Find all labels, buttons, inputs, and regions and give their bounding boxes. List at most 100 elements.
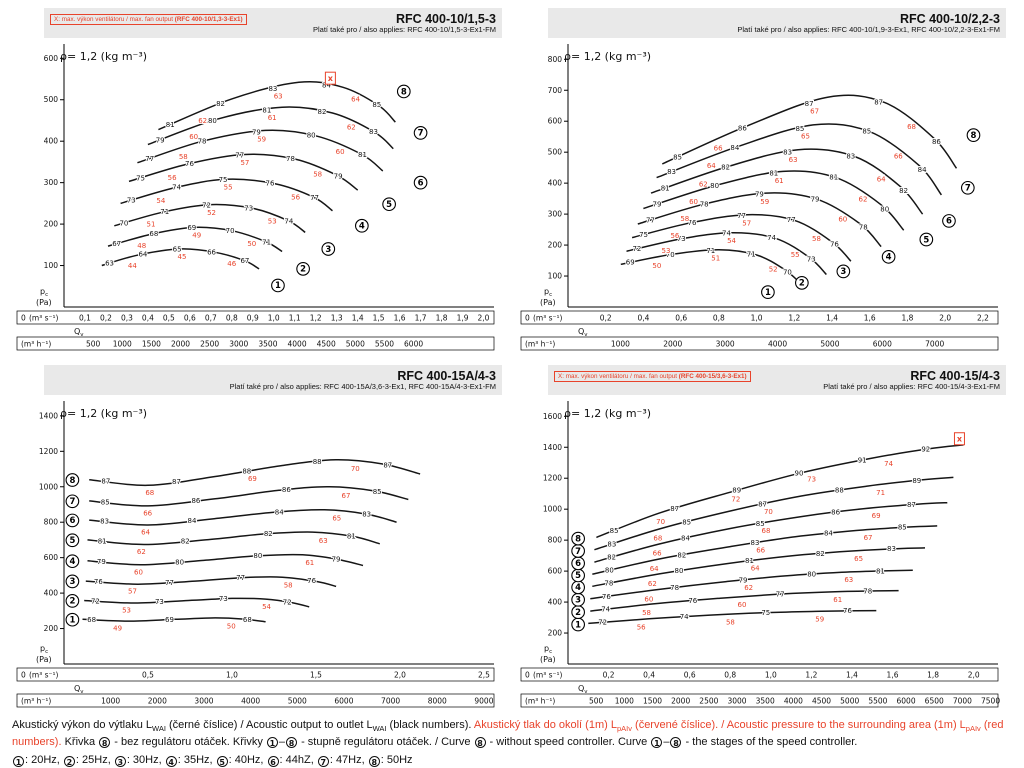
svg-text:57: 57: [128, 588, 137, 596]
curve-8: [596, 444, 964, 539]
svg-text:69: 69: [248, 475, 257, 483]
svg-text:4: 4: [69, 557, 75, 567]
svg-text:85: 85: [898, 524, 907, 532]
svg-text:66: 66: [756, 547, 765, 555]
svg-text:x: x: [957, 435, 963, 444]
curve-6: [137, 129, 384, 172]
svg-text:88: 88: [835, 487, 844, 495]
svg-text:70: 70: [764, 508, 773, 516]
svg-text:52: 52: [769, 266, 778, 274]
svg-text:1,6: 1,6: [864, 314, 876, 323]
svg-text:58: 58: [812, 235, 821, 243]
svg-text:80: 80: [675, 567, 684, 575]
svg-text:77: 77: [236, 574, 245, 582]
svg-text:79: 79: [755, 191, 764, 199]
svg-text:87: 87: [874, 98, 883, 106]
flow-axis-label: Qv: [74, 327, 84, 338]
svg-text:1,8: 1,8: [927, 671, 939, 680]
svg-text:61: 61: [268, 114, 277, 122]
svg-text:6000: 6000: [897, 697, 916, 706]
svg-text:76: 76: [185, 160, 194, 168]
svg-text:78: 78: [286, 155, 295, 163]
svg-text:1,0: 1,0: [751, 314, 763, 323]
svg-text:50: 50: [652, 262, 661, 270]
legend-segment: : 40Hz,: [228, 754, 267, 767]
curve-8-badge: [571, 531, 585, 546]
curve-5-badge: [919, 232, 934, 247]
svg-text:2: 2: [575, 608, 581, 618]
svg-text:74: 74: [172, 184, 181, 192]
curve-7: [89, 486, 409, 507]
svg-text:72: 72: [283, 598, 292, 606]
svg-text:87: 87: [101, 478, 110, 486]
legend-segment: : 20Hz,: [25, 754, 63, 767]
svg-text:2: 2: [300, 265, 306, 275]
svg-text:79: 79: [334, 172, 343, 180]
svg-text:73: 73: [155, 598, 164, 606]
legend-segment: : 44hZ,: [279, 754, 317, 767]
svg-text:85: 85: [682, 518, 691, 526]
svg-text:2500: 2500: [699, 697, 718, 706]
svg-text:74: 74: [284, 217, 293, 225]
svg-text:9000: 9000: [474, 697, 493, 706]
svg-text:8: 8: [69, 476, 75, 486]
svg-text:79: 79: [156, 136, 165, 144]
svg-text:56: 56: [291, 194, 300, 202]
legend-segment: pAIv: [965, 724, 981, 734]
svg-text:68: 68: [243, 616, 252, 624]
legend-text: Akustický výkon do výtlaku LWAI (černé č…: [12, 718, 1010, 750]
svg-text:400: 400: [44, 589, 59, 598]
svg-text:600: 600: [44, 54, 59, 63]
curve-4: [592, 547, 926, 588]
svg-text:65: 65: [173, 246, 182, 254]
svg-text:2,0: 2,0: [939, 314, 951, 323]
svg-text:68: 68: [653, 535, 662, 543]
svg-text:2000: 2000: [171, 340, 190, 349]
svg-text:54: 54: [262, 603, 271, 611]
x2-unit: (m³ h⁻¹): [21, 697, 51, 706]
curve-number-badge: 5: [216, 755, 228, 767]
svg-text:76: 76: [688, 219, 697, 227]
svg-text:7500: 7500: [981, 697, 1000, 706]
svg-text:500: 500: [548, 148, 563, 157]
svg-text:88: 88: [313, 458, 322, 466]
svg-text:62: 62: [699, 180, 708, 188]
chart-subtitle: Platí také pro / also applies: RFC 400-1…: [229, 381, 496, 391]
svg-text:1000: 1000: [611, 340, 630, 349]
svg-text:5500: 5500: [375, 340, 394, 349]
svg-text:56: 56: [637, 624, 646, 632]
svg-text:68: 68: [145, 489, 154, 497]
svg-text:500: 500: [86, 340, 101, 349]
svg-text:70: 70: [666, 251, 675, 259]
svg-text:56: 56: [670, 232, 679, 240]
svg-text:1,6: 1,6: [887, 671, 899, 680]
svg-text:1200: 1200: [543, 474, 562, 483]
svg-text:8000: 8000: [428, 697, 447, 706]
svg-text:700: 700: [548, 86, 563, 95]
svg-text:6500: 6500: [925, 697, 944, 706]
svg-text:68: 68: [149, 230, 158, 238]
svg-text:81: 81: [876, 567, 885, 575]
svg-text:80: 80: [807, 571, 816, 579]
svg-text:84: 84: [730, 144, 739, 152]
curve-3-badge: [836, 264, 851, 279]
svg-text:0: 0: [21, 671, 26, 680]
svg-text:60: 60: [738, 601, 747, 609]
svg-text:83: 83: [369, 128, 378, 136]
svg-text:58: 58: [642, 609, 651, 617]
svg-text:71: 71: [262, 239, 271, 247]
svg-text:7: 7: [69, 497, 75, 507]
svg-text:65: 65: [801, 132, 810, 140]
svg-text:66: 66: [143, 510, 152, 518]
legend-segment: –: [663, 735, 670, 748]
chart-titles: RFC 400-10/1,5-3 Platí také pro / also a…: [313, 12, 496, 35]
svg-text:84: 84: [275, 508, 284, 516]
svg-text:87: 87: [907, 501, 916, 509]
svg-text:66: 66: [653, 550, 662, 558]
svg-text:5000: 5000: [346, 340, 365, 349]
svg-text:63: 63: [274, 92, 283, 100]
curve-1: [82, 617, 266, 623]
svg-text:58: 58: [680, 215, 689, 223]
svg-text:4000: 4000: [784, 697, 803, 706]
svg-text:0,7: 0,7: [205, 314, 217, 323]
